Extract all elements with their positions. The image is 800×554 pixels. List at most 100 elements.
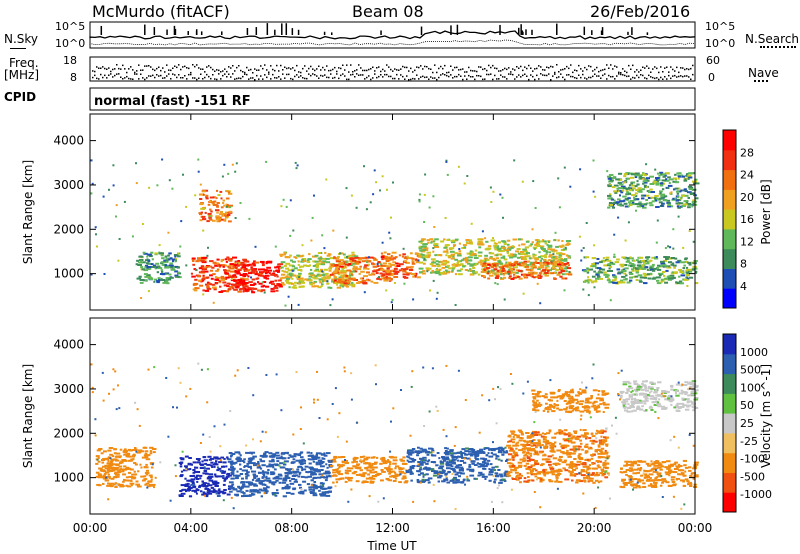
freq-point	[300, 71, 302, 74]
heatmap-cell	[310, 472, 313, 474]
heatmap-cell	[272, 483, 276, 486]
freq-point	[444, 64, 446, 67]
freq-point	[482, 68, 484, 71]
heatmap-cell	[561, 273, 565, 276]
heatmap-cell	[539, 259, 542, 262]
heatmap-cell	[109, 464, 114, 467]
heatmap-cell	[205, 265, 211, 267]
freq-point	[334, 66, 336, 69]
heatmap-cell	[274, 476, 278, 479]
heatmap-cell	[409, 470, 413, 473]
nave-point	[638, 76, 640, 79]
heatmap-cell	[631, 268, 634, 271]
freq-point	[646, 65, 648, 67]
heatmap-cell	[595, 273, 599, 276]
heatmap-cell	[138, 255, 144, 258]
heatmap-cell	[434, 244, 439, 247]
heatmap-cell	[493, 469, 497, 472]
nave-axis-bottom: 0	[708, 71, 715, 84]
heatmap-cell	[424, 466, 428, 469]
heatmap-cell	[415, 258, 418, 261]
freq-point	[410, 67, 412, 70]
nave-point	[604, 73, 606, 75]
heatmap-cell	[371, 471, 375, 474]
heatmap-cell	[129, 468, 134, 471]
heatmap-cell	[154, 252, 158, 255]
nave-point	[434, 77, 436, 79]
heatmap-cell	[530, 243, 533, 246]
heatmap-cell	[517, 477, 522, 480]
heatmap-cell	[191, 489, 197, 492]
heatmap-cell	[268, 281, 272, 284]
heatmap-cell	[489, 463, 493, 466]
heatmap-cell	[119, 448, 123, 451]
heatmap-cell	[432, 240, 436, 243]
heatmap-cell	[252, 269, 257, 272]
freq-point	[606, 64, 608, 66]
heatmap-cell	[299, 266, 302, 269]
heatmap-cell	[256, 466, 262, 469]
heatmap-cell	[285, 262, 291, 265]
heatmap-cell	[298, 461, 303, 464]
heatmap-cell	[372, 257, 376, 260]
heatmap-cell	[386, 267, 390, 270]
heatmap-cell	[317, 257, 323, 260]
heatmap-cell	[252, 473, 257, 476]
nave-point	[496, 78, 498, 80]
heatmap-cell	[672, 264, 677, 267]
heatmap-cell	[241, 283, 245, 286]
heatmap-cell	[314, 260, 319, 263]
heatmap-cell	[312, 473, 317, 476]
heatmap-cell	[526, 252, 530, 255]
heatmap-cell	[337, 279, 342, 281]
heatmap-cell	[482, 263, 486, 266]
heatmap-cell	[667, 202, 671, 205]
freq-point	[232, 65, 234, 67]
heatmap-cell	[126, 479, 129, 482]
heatmap-cell	[639, 280, 643, 283]
freq-point	[378, 66, 380, 68]
heatmap-cell	[666, 266, 672, 269]
heatmap-cell	[466, 252, 472, 255]
freq-point	[656, 67, 658, 70]
heatmap-cell	[381, 258, 384, 261]
heatmap-cell	[209, 196, 215, 199]
heatmap-cell	[344, 256, 347, 259]
freq-point	[238, 65, 240, 67]
heatmap-cell	[386, 265, 391, 268]
nave-point	[622, 74, 624, 76]
heatmap-cell	[469, 250, 473, 253]
heatmap-cell	[494, 282, 497, 285]
heatmap-cell	[351, 461, 354, 464]
heatmap-cell	[642, 272, 646, 275]
heatmap-cell	[207, 475, 211, 478]
nave-point	[120, 76, 122, 78]
heatmap-cell	[431, 261, 437, 264]
heatmap-cell	[475, 458, 479, 461]
heatmap-cell	[268, 452, 273, 455]
heatmap-cell	[432, 250, 435, 253]
nave-point	[98, 78, 100, 80]
heatmap-cell	[250, 482, 253, 485]
heatmap-cell	[659, 184, 664, 187]
heatmap-cell	[439, 465, 445, 468]
heatmap-cell	[325, 272, 329, 275]
heatmap-cell	[311, 216, 314, 219]
freq-point	[534, 68, 536, 70]
heatmap-cell	[262, 281, 267, 283]
heatmap-cell	[140, 475, 145, 478]
heatmap-cell	[216, 258, 220, 261]
heatmap-cell	[694, 270, 698, 273]
heatmap-cell	[687, 177, 690, 180]
heatmap-cell	[322, 257, 326, 260]
heatmap-cell	[299, 486, 302, 489]
heatmap-cell	[100, 469, 105, 472]
heatmap-cell	[259, 467, 263, 470]
heatmap-cell	[311, 285, 316, 288]
heatmap-cell	[210, 486, 214, 489]
freq-point	[512, 68, 514, 70]
heatmap-cell	[320, 263, 326, 266]
heatmap-cell	[477, 243, 483, 246]
heatmap-cell	[286, 451, 289, 454]
heatmap-cell	[225, 269, 231, 272]
